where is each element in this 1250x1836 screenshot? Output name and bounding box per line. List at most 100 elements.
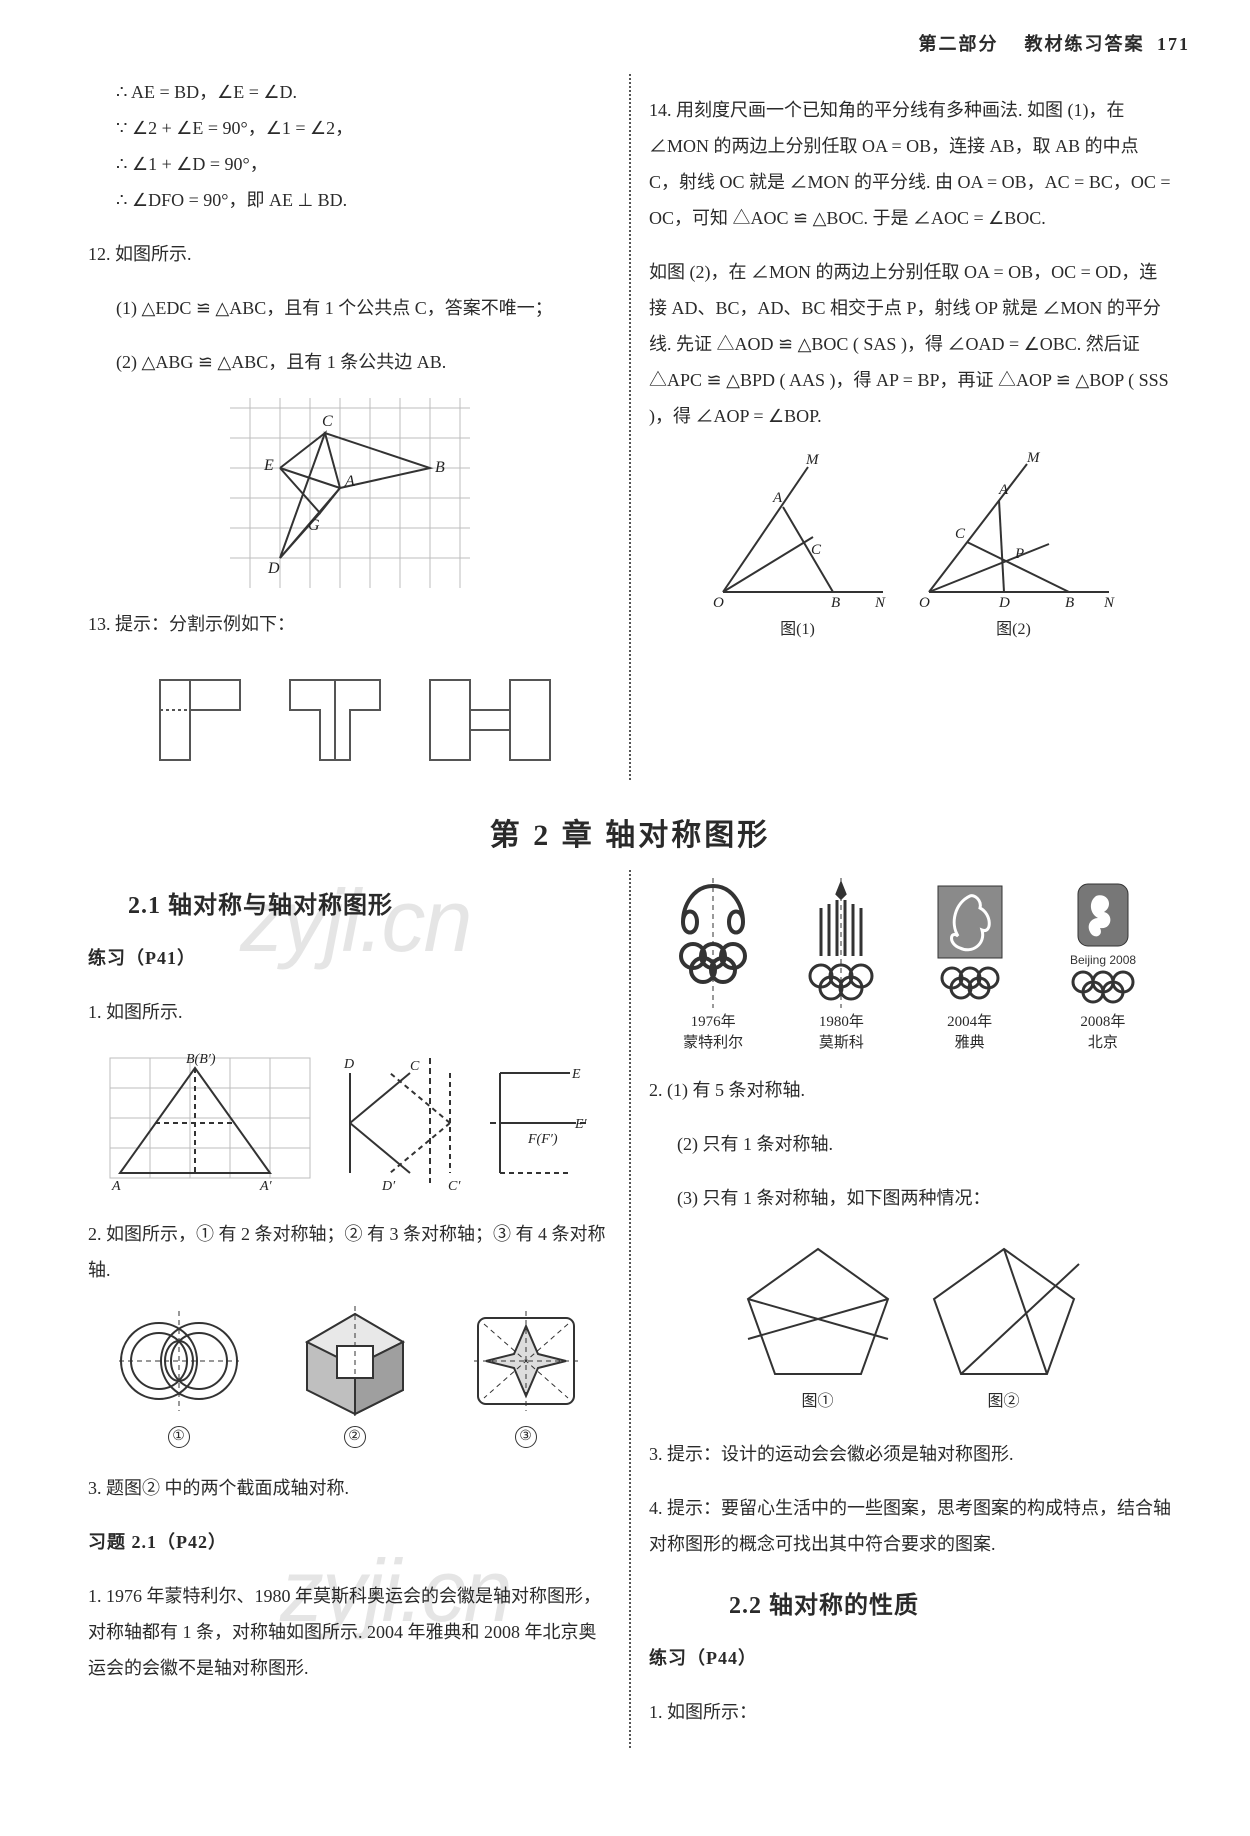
- section-2-1-title: 2.1 轴对称与轴对称图形: [128, 882, 611, 930]
- pentagon-fig2: [919, 1234, 1089, 1384]
- svg-text:M: M: [805, 452, 820, 468]
- svg-text:A: A: [111, 1179, 121, 1194]
- page-number: 171: [1157, 34, 1190, 54]
- sec21-q2-figures: ① ②: [88, 1306, 611, 1452]
- svg-text:A′: A′: [259, 1179, 273, 1194]
- olympic-2004: 2004年 雅典: [920, 878, 1020, 1054]
- running-part: 第二部分: [919, 34, 999, 54]
- svg-text:D′: D′: [381, 1179, 396, 1194]
- running-head: 第二部分 教材练习答案 171: [70, 30, 1190, 56]
- coins-figure: [114, 1306, 244, 1416]
- pentagon-figures: 图① 图②: [649, 1234, 1172, 1418]
- beijing-logo-icon: Beijing 2008: [1048, 878, 1158, 1008]
- sec21-ex2-q1: 1. 1976 年蒙特利尔、1980 年莫斯科奥运会的会徽是轴对称图形，对称轴都…: [88, 1578, 611, 1686]
- q12-figure: A B C D E G: [88, 398, 611, 588]
- svg-text:F(F′): F(F′): [527, 1132, 558, 1147]
- sec21-r-q3: 3. 提示：设计的运动会会徽必须是轴对称图形.: [649, 1436, 1172, 1472]
- exercise-p44-head: 练习（P44）: [649, 1640, 1172, 1676]
- sec21-right: 1976年 蒙特利尔: [631, 870, 1190, 1748]
- sec21-r-q4: 4. 提示：要留心生活中的一些图案，思考图案的构成特点，结合轴对称图形的概念可找…: [649, 1490, 1172, 1562]
- chapter-title: 第 2 章 轴对称图形: [70, 810, 1190, 854]
- montreal-logo-icon: [663, 878, 763, 1008]
- sec21-q1-figure: A A′ B(B′) D C D′ C′: [88, 1048, 611, 1198]
- split-shapes-figure: [140, 660, 560, 770]
- text-line: ∴ AE = BD，∠E = ∠D.: [116, 74, 611, 110]
- pent-fig1-cap: 图①: [733, 1386, 903, 1418]
- pent-fig2-cap: 图②: [919, 1386, 1089, 1418]
- olympic-year: 1976年: [683, 1012, 743, 1033]
- svg-text:D: D: [998, 595, 1010, 611]
- olympic-city: 雅典: [947, 1033, 992, 1054]
- olympic-logos-row: 1976年 蒙特利尔: [649, 878, 1172, 1054]
- olympic-year: 2008年: [1080, 1012, 1125, 1033]
- svg-text:B: B: [831, 595, 840, 611]
- svg-text:B: B: [435, 459, 445, 476]
- svg-text:C: C: [410, 1059, 420, 1074]
- svg-text:N: N: [1103, 595, 1115, 611]
- angle-bisector-fig1: O B N A M C: [703, 452, 893, 612]
- text-line: ∵ ∠2 + ∠E = 90°，∠1 = ∠2，: [116, 110, 611, 146]
- svg-text:E: E: [571, 1067, 581, 1082]
- svg-text:E′: E′: [574, 1117, 588, 1132]
- svg-text:N: N: [874, 595, 886, 611]
- svg-text:C: C: [322, 413, 333, 430]
- olympic-city: 北京: [1080, 1033, 1125, 1054]
- sec21-r-q2-2: (2) 只有 1 条对称轴.: [649, 1126, 1172, 1162]
- section-2-2-title: 2.2 轴对称的性质: [729, 1582, 1172, 1630]
- svg-text:C: C: [955, 526, 966, 542]
- text-line: ∴ ∠1 + ∠D = 90°，: [116, 146, 611, 182]
- fig2-caption: 图(2): [909, 614, 1119, 646]
- pentagon-fig1: [733, 1234, 903, 1384]
- svg-text:P: P: [1014, 546, 1024, 562]
- q12-head: 12. 如图所示.: [88, 236, 611, 272]
- olympic-city: 莫斯科: [819, 1033, 864, 1054]
- sec21-r-q2-1: 2. (1) 有 5 条对称轴.: [649, 1072, 1172, 1108]
- angle-bisector-fig2: O D B N C A M P: [909, 452, 1119, 612]
- svg-text:B(B′): B(B′): [186, 1052, 216, 1067]
- q13-figure: [88, 660, 611, 770]
- fig1-caption: 图(1): [703, 614, 893, 646]
- sec21-q3: 3. 题图② 中的两个截面成轴对称.: [88, 1470, 611, 1506]
- olympic-1976: 1976年 蒙特利尔: [663, 878, 763, 1054]
- svg-text:C: C: [811, 542, 822, 558]
- athens-logo-icon: [920, 878, 1020, 1008]
- olympic-2008: Beijing 2008 2008年 北京: [1048, 878, 1158, 1054]
- olympic-year: 1980年: [819, 1012, 864, 1033]
- q13: 13. 提示：分割示例如下：: [88, 606, 611, 642]
- text-line: ∴ ∠DFO = 90°，即 AE ⊥ BD.: [116, 182, 611, 218]
- svg-text:D: D: [343, 1057, 354, 1072]
- sec21-left: 2.1 轴对称与轴对称图形 练习（P41） 1. 如图所示.: [70, 870, 629, 1748]
- reflection-figure: A A′ B(B′) D C D′ C′: [100, 1048, 600, 1198]
- exercise-p41-head: 练习（P41）: [88, 940, 611, 976]
- q12-item1: (1) △EDC ≌ △ABC，且有 1 个公共点 C，答案不唯一；: [88, 290, 611, 326]
- moscow-logo-icon: [791, 878, 891, 1008]
- exercise-2-1-head: 习题 2.1（P42）: [88, 1524, 611, 1560]
- star-figure: [466, 1306, 586, 1416]
- q14-p1: 14. 用刻度尺画一个已知角的平分线有多种画法. 如图 (1)，在 ∠MON 的…: [649, 92, 1172, 236]
- sec21-r-q2-3: (3) 只有 1 条对称轴，如下图两种情况：: [649, 1180, 1172, 1216]
- svg-text:G: G: [308, 517, 320, 534]
- q12-item2: (2) △ABG ≌ △ABC，且有 1 条公共边 AB.: [88, 344, 611, 380]
- q14-figures: O B N A M C 图(1): [649, 452, 1172, 646]
- olympic-1980: 1980年 莫斯科: [791, 878, 891, 1054]
- svg-text:E: E: [263, 457, 274, 474]
- svg-text:A: A: [344, 473, 355, 490]
- sec21-q2: 2. 如图所示，① 有 2 条对称轴；② 有 3 条对称轴；③ 有 4 条对称轴…: [88, 1216, 611, 1288]
- q14-p2: 如图 (2)，在 ∠MON 的两边上分别任取 OA = OB，OC = OD，连…: [649, 254, 1172, 434]
- sec22-q1: 1. 如图所示：: [649, 1694, 1172, 1730]
- svg-text:O: O: [919, 595, 930, 611]
- svg-text:A: A: [772, 490, 783, 506]
- svg-text:B: B: [1065, 595, 1074, 611]
- top-right-column: 14. 用刻度尺画一个已知角的平分线有多种画法. 如图 (1)，在 ∠MON 的…: [631, 74, 1190, 780]
- olympic-year: 2004年: [947, 1012, 992, 1033]
- svg-text:M: M: [1026, 452, 1041, 466]
- svg-text:D: D: [267, 560, 280, 577]
- cube-figure: [295, 1306, 415, 1416]
- fig-index-2: ②: [344, 1426, 366, 1448]
- running-title: 教材练习答案: [1025, 34, 1145, 54]
- top-left-column: ∴ AE = BD，∠E = ∠D. ∵ ∠2 + ∠E = 90°，∠1 = …: [70, 74, 629, 780]
- svg-text:A: A: [998, 482, 1009, 498]
- fig-index-3: ③: [515, 1426, 537, 1448]
- sec21-q1: 1. 如图所示.: [88, 994, 611, 1030]
- svg-text:C′: C′: [448, 1179, 461, 1194]
